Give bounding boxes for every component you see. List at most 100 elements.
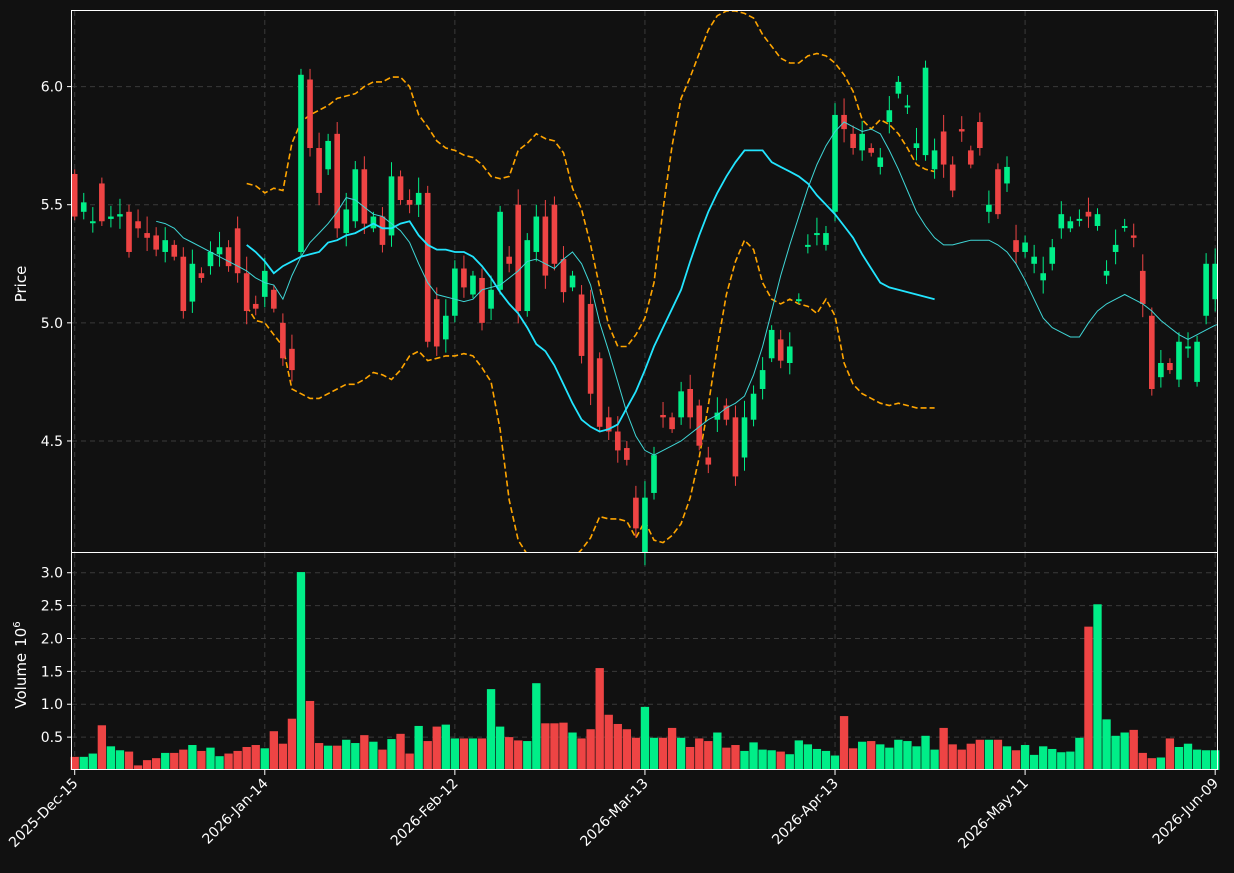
candle-body [1194,341,1200,382]
candle-body [741,417,748,458]
candle-body [370,216,377,229]
candle-body [506,256,512,264]
volume-bar [97,725,107,770]
candles [71,60,1218,566]
candle-body [433,299,440,347]
volume-bar [957,749,966,770]
candle-body [805,244,811,247]
moving-average-long-line [246,149,935,433]
volume-bar [921,735,930,770]
candle-body [216,247,223,255]
volume-bar [604,714,613,770]
candle-body [180,256,187,312]
volume-bar [1211,750,1220,770]
price-tick-label: 4.5 [41,434,63,450]
candle-body [1176,341,1182,380]
candle-body [479,277,485,323]
candle-body [542,216,549,276]
candle-body [334,133,340,229]
candle-body [126,211,132,252]
candle-body [252,303,259,309]
volume-bar [1111,735,1120,770]
candle-body [1040,273,1047,281]
candle-body [1031,256,1037,264]
volume-bar [505,737,514,770]
candle-body [759,370,766,389]
candle-body [1149,315,1155,389]
volume-bar [468,738,478,770]
candle-body [406,199,413,205]
candle-body [415,192,422,205]
volume-bar [360,735,369,770]
volume-bar [848,748,858,770]
candle-body [995,169,1001,215]
volume-bar [450,738,460,770]
candle-body [642,497,648,552]
candle-body [895,81,902,94]
volume-bar [559,722,568,770]
candle-body [470,275,476,295]
volume-bar [1165,738,1175,770]
volume-bar [278,743,288,770]
volume-bar [88,753,97,770]
volume-tick-label: 3.0 [41,566,63,582]
volume-bar [215,756,224,770]
volume-bar [1020,745,1030,770]
volume-tick-label: 0.5 [41,730,63,746]
volume-bar [351,743,360,770]
volume-bar [1120,732,1129,770]
candle-body [289,348,295,371]
candle-body [651,455,657,493]
candle-body [352,169,359,222]
volume-bar [885,747,894,770]
candle-body [596,358,603,427]
volume-bar [342,739,351,770]
volume-bar [287,718,297,770]
volume-bar [821,750,831,770]
volume-bar [1201,750,1211,770]
volume-axis-label-text: Volume [12,653,30,709]
bollinger-lower-line [246,238,935,552]
candle-body [1158,363,1164,378]
candle-body [497,211,503,290]
volume-bar [1002,746,1012,770]
candle-body [750,393,757,420]
volume-bar [314,743,324,770]
volume-tick-label: 2.5 [41,599,63,615]
candle-body [89,221,96,224]
volume-bar [613,723,622,770]
volume-bar [79,756,88,770]
volume-bar [640,706,650,770]
candle-body [1212,263,1218,300]
candle-body [325,140,331,170]
volume-tick-label: 2.0 [41,631,63,647]
candle-body [99,183,105,222]
volume-bar [423,741,432,770]
volume-bar [378,749,387,770]
candle-body [424,192,431,342]
volume-tick-label: 1.5 [41,664,63,680]
volume-bar [948,744,957,770]
candle-body [832,114,838,212]
candle-body [243,273,250,312]
candle-body [153,235,159,250]
volume-bar [722,747,731,770]
volume-bar [758,749,767,770]
candle-body [452,268,458,316]
candle-body [1112,244,1119,252]
volume-bar [993,739,1003,770]
volume-bar [776,751,785,770]
volume-bar [686,746,695,770]
volume-bar [106,746,116,770]
candle-body [361,169,368,224]
volume-bar [767,750,776,770]
price-tick-label: 5.0 [41,316,63,332]
candle-body [162,240,169,252]
volume-bar [224,753,233,770]
volume-bar [1075,737,1084,770]
volume-bar [695,738,704,770]
volume-bar [912,746,921,770]
candle-body [1139,270,1146,304]
volume-bar [477,738,487,770]
candle-body [633,497,639,529]
